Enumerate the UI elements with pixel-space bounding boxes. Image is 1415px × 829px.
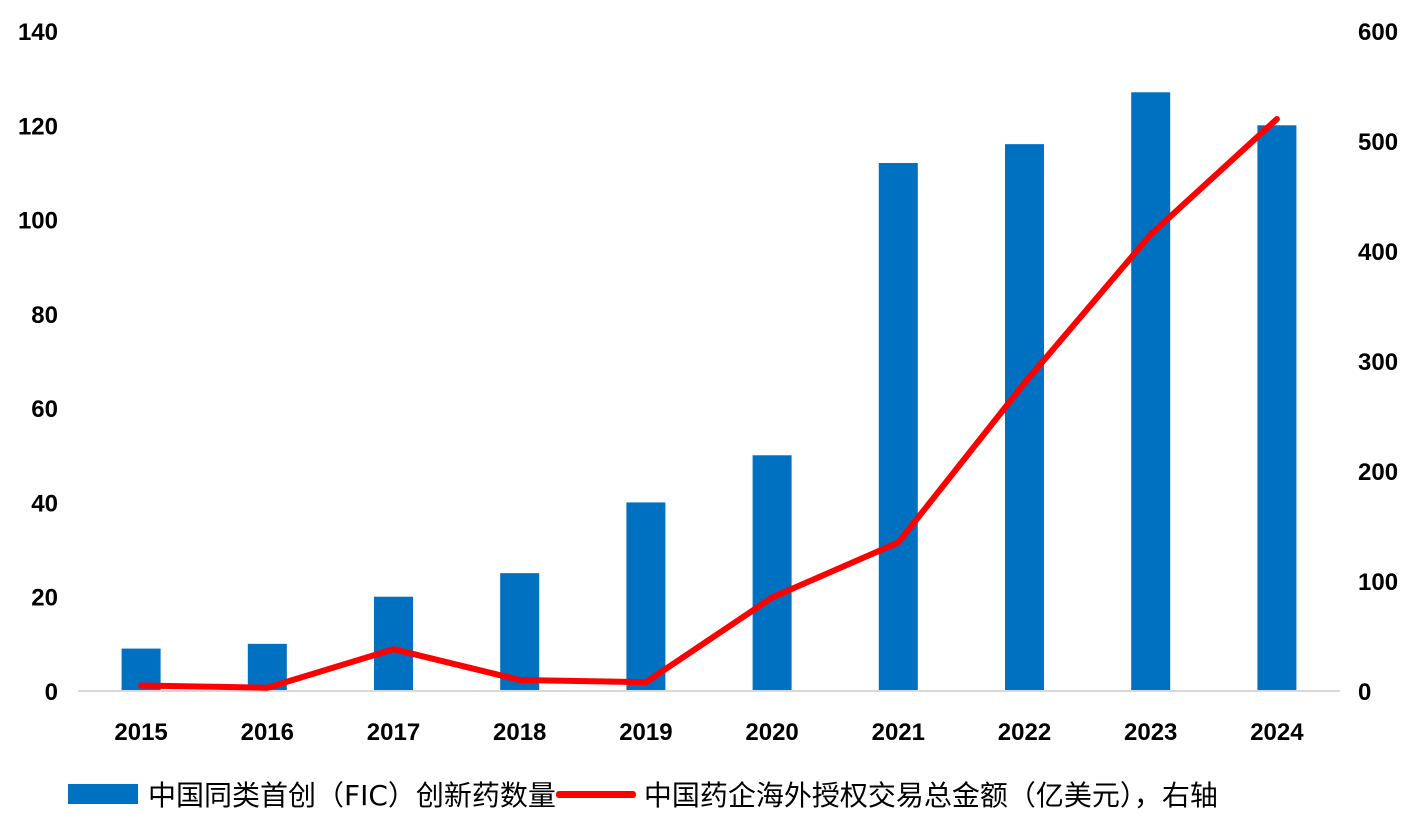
right-tick-label: 0 <box>1358 679 1371 706</box>
legend-bar-swatch <box>68 784 138 804</box>
left-tick-label: 0 <box>45 679 58 706</box>
x-axis-ticks: 2015 2016 2017 2018 2019 2020 2021 2022 2023 2024 <box>114 719 1304 746</box>
right-tick-label: 400 <box>1358 239 1398 266</box>
line-path <box>138 116 1280 691</box>
bar-2021 <box>878 163 918 691</box>
legend-item-line: 中国药企海外授权交易总金额（亿美元），右轴 <box>555 774 1218 814</box>
right-tick-label: 500 <box>1358 129 1398 156</box>
left-axis-ticks: 0 20 40 60 80 100 120 140 <box>18 19 58 706</box>
x-tick-label: 2015 <box>114 719 167 746</box>
x-tick-label: 2017 <box>367 719 420 746</box>
legend-item-bars: 中国同类首创（FIC）创新药数量 <box>68 774 556 814</box>
x-tick-label: 2020 <box>745 719 798 746</box>
left-tick-label: 40 <box>31 490 58 517</box>
x-tick-label: 2022 <box>998 719 1051 746</box>
legend-line-label: 中国药企海外授权交易总金额（亿美元），右轴 <box>643 779 1218 812</box>
bar-2023 <box>1131 92 1171 692</box>
bar-2019 <box>626 502 666 691</box>
legend-line-swatch <box>555 790 636 798</box>
line-series <box>138 116 1280 691</box>
right-tick-label: 300 <box>1358 349 1398 376</box>
left-tick-label: 80 <box>31 302 58 329</box>
bar-2017 <box>374 596 413 691</box>
left-tick-label: 120 <box>18 113 58 140</box>
x-tick-label: 2019 <box>619 719 672 746</box>
legend-bar-label: 中国同类首创（FIC）创新药数量 <box>148 779 556 812</box>
bar-2024 <box>1257 125 1297 692</box>
bar-2020 <box>752 455 792 691</box>
left-tick-label: 20 <box>31 585 58 612</box>
left-tick-label: 100 <box>18 208 58 235</box>
bar-2022 <box>1005 144 1044 692</box>
bar-series <box>121 92 1297 692</box>
right-tick-label: 200 <box>1358 459 1398 486</box>
right-axis-ticks: 0 100 200 300 400 500 600 <box>1358 19 1398 706</box>
x-tick-label: 2023 <box>1124 719 1177 746</box>
bar-2018 <box>500 573 540 691</box>
right-tick-label: 100 <box>1358 569 1398 596</box>
left-tick-label: 60 <box>31 396 58 423</box>
right-tick-label: 600 <box>1358 19 1398 46</box>
legend: 中国同类首创（FIC）创新药数量 中国药企海外授权交易总金额（亿美元），右轴 <box>68 772 1218 816</box>
x-tick-label: 2024 <box>1250 719 1304 746</box>
x-tick-label: 2016 <box>241 719 294 746</box>
left-tick-label: 140 <box>18 19 58 46</box>
x-tick-label: 2018 <box>493 719 546 746</box>
x-tick-label: 2021 <box>872 719 925 746</box>
